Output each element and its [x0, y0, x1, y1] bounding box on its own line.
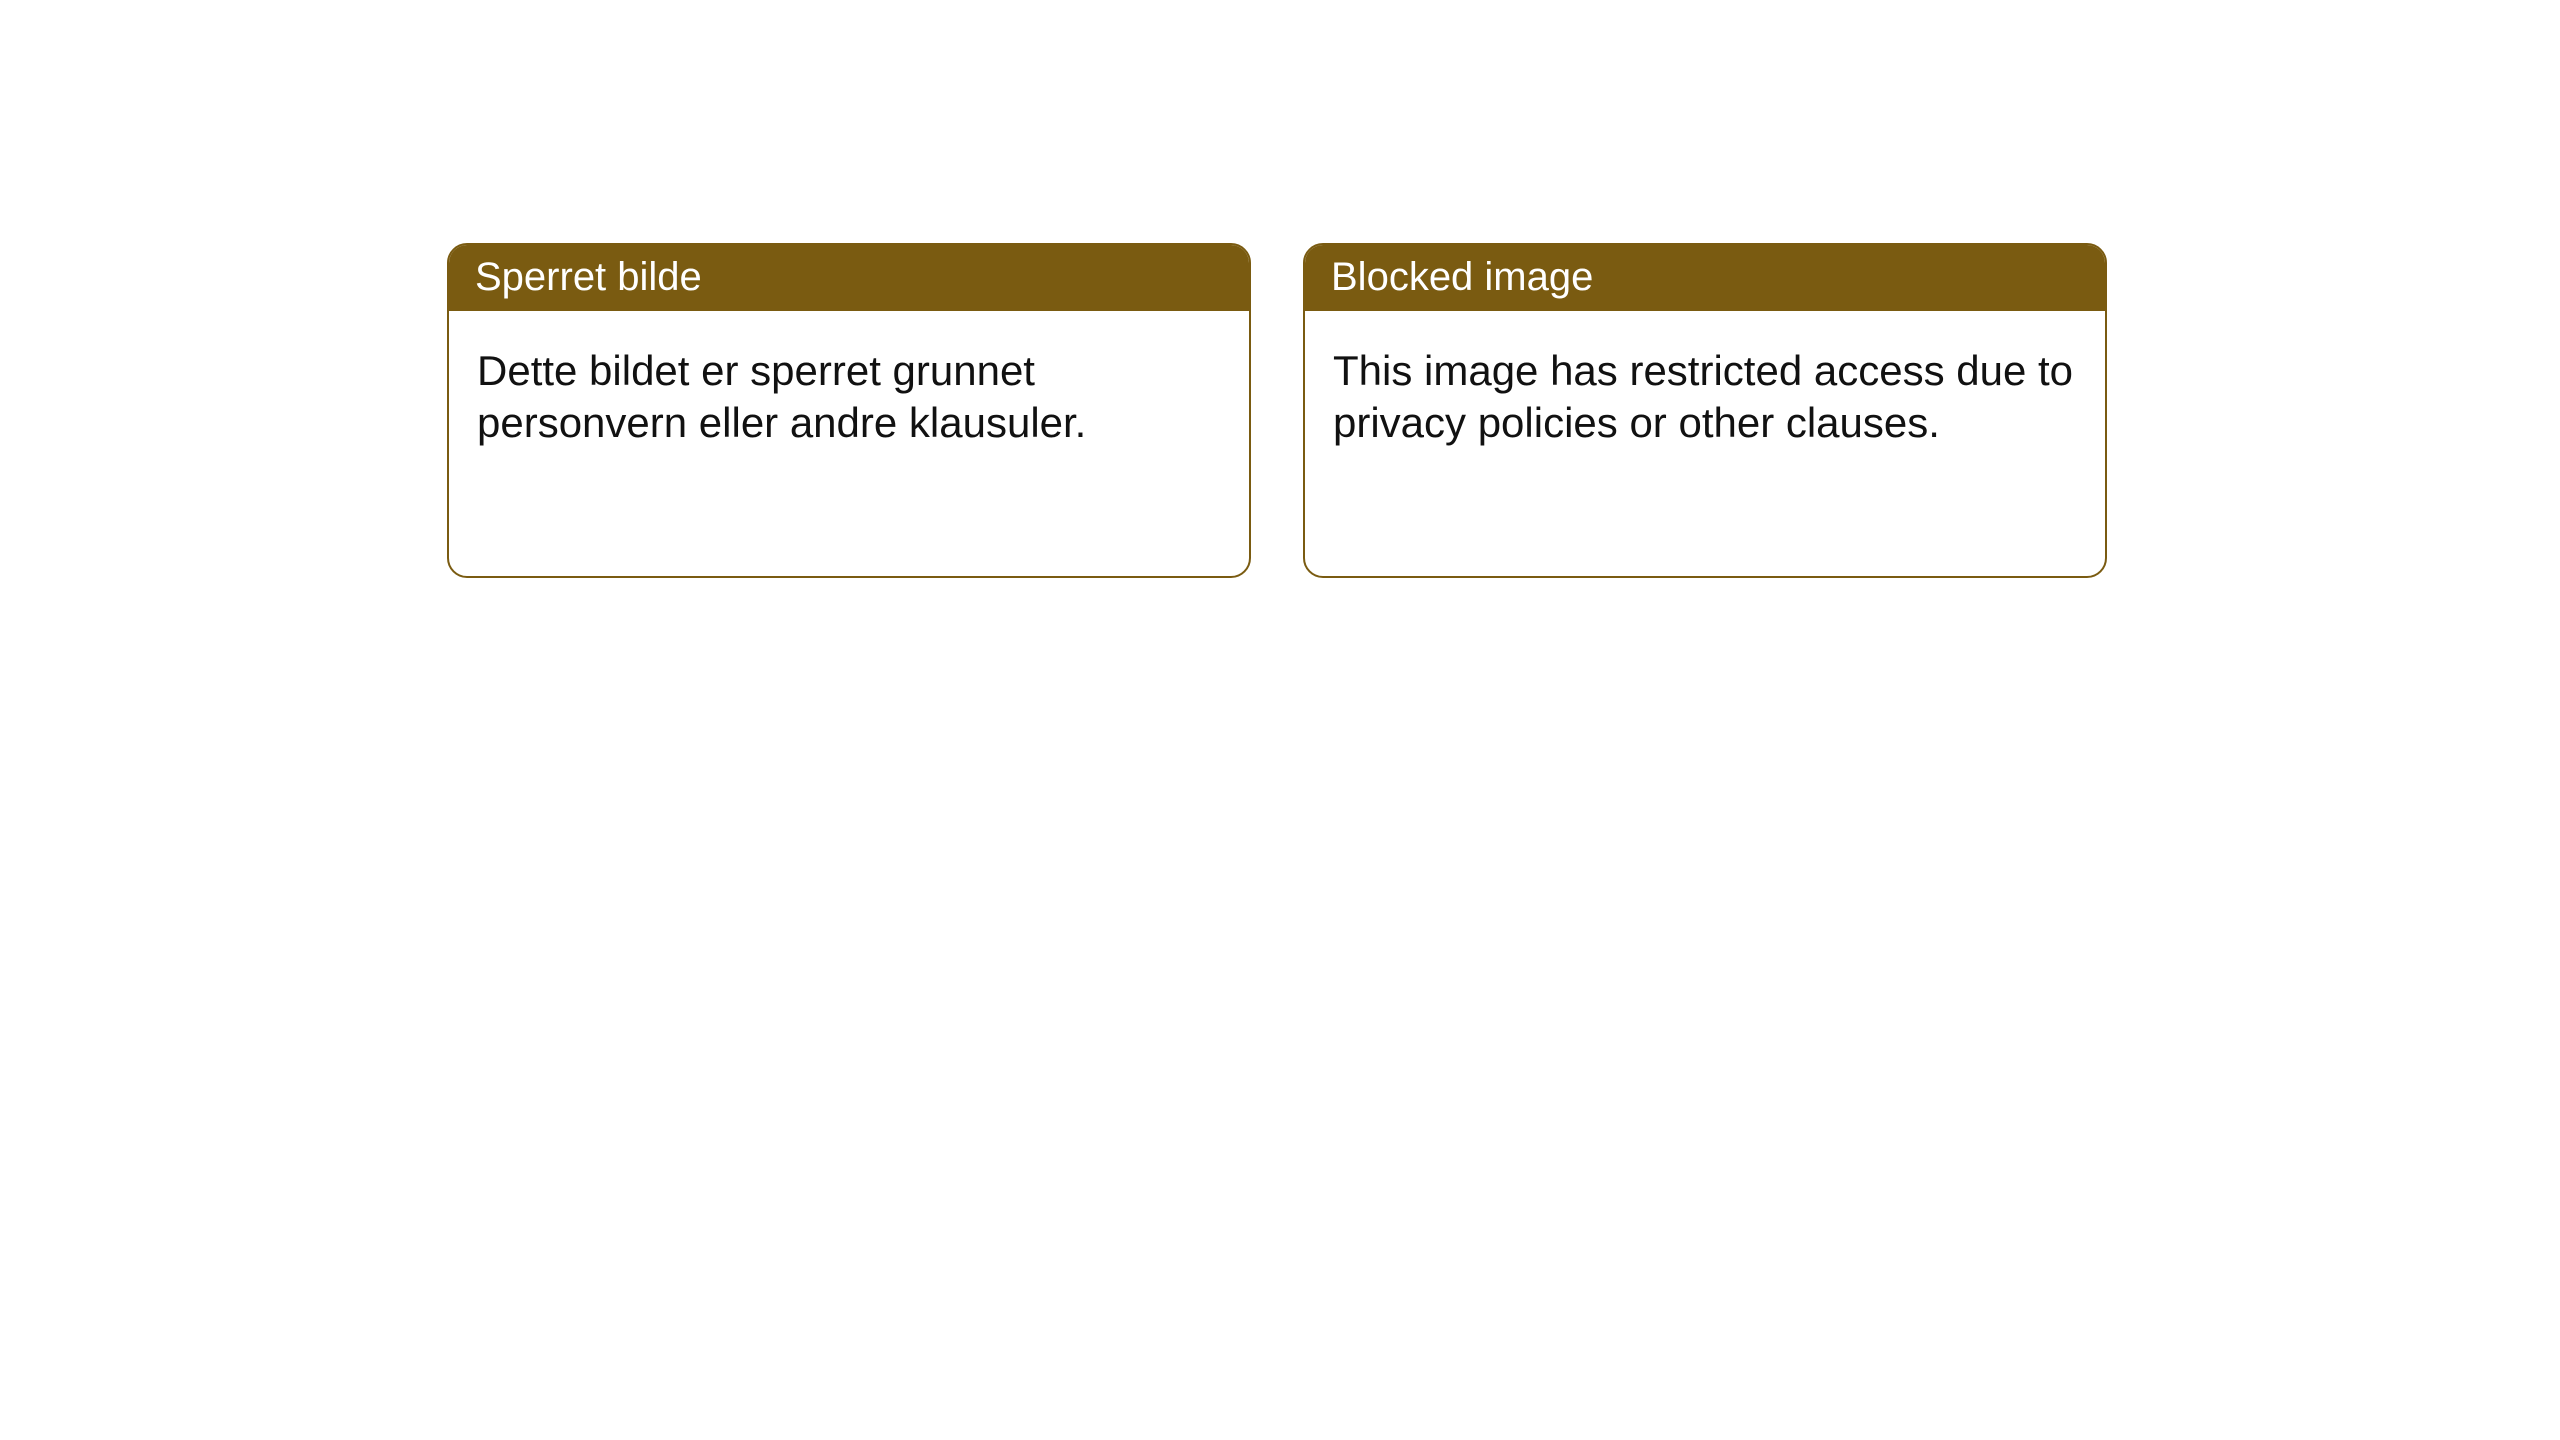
card-title-no: Sperret bilde	[449, 245, 1249, 311]
card-title-en: Blocked image	[1305, 245, 2105, 311]
card-body-en: This image has restricted access due to …	[1305, 311, 2105, 576]
card-body-no: Dette bildet er sperret grunnet personve…	[449, 311, 1249, 576]
blocked-image-notice-pair: Sperret bilde Dette bildet er sperret gr…	[447, 243, 2107, 578]
blocked-image-card-en: Blocked image This image has restricted …	[1303, 243, 2107, 578]
blocked-image-card-no: Sperret bilde Dette bildet er sperret gr…	[447, 243, 1251, 578]
